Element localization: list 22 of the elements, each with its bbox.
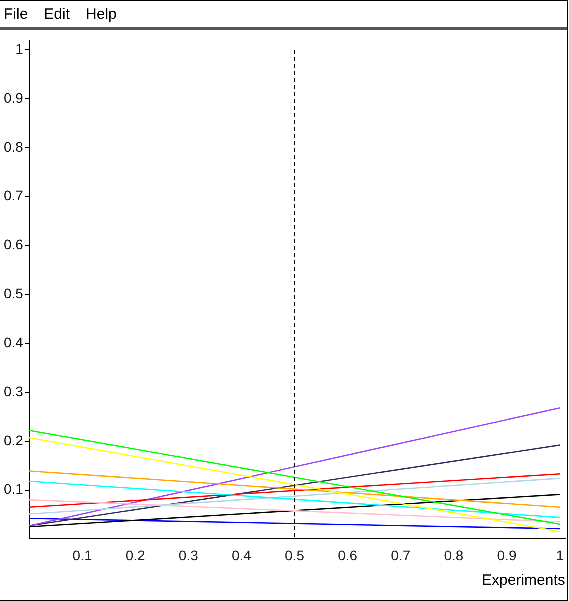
menu-bar: File Edit Help (0, 1, 567, 30)
y-tick-label: 0.9 (4, 90, 24, 106)
x-tick-label: 0.4 (232, 547, 252, 564)
x-tick-label: 0.9 (497, 547, 517, 564)
y-tick-label: 0.4 (4, 334, 24, 350)
x-tick-label: 0.2 (126, 547, 146, 564)
x-tick-label: 0.8 (444, 547, 464, 564)
y-tick-label: 0.3 (4, 383, 24, 400)
y-tick-label: 0.6 (4, 236, 24, 253)
x-tick-label: 0.1 (72, 547, 92, 564)
y-tick-label: 0.1 (4, 481, 24, 498)
y-tick-label: 0.5 (4, 286, 24, 302)
x-tick-label: 0.5 (285, 547, 305, 564)
x-tick-label: 0.3 (178, 547, 199, 564)
y-tick-label: 0.7 (4, 188, 24, 204)
x-tick-label: 0.6 (338, 547, 358, 564)
y-tick-label: 0.8 (4, 138, 24, 155)
y-tick-label: 1 (16, 41, 24, 58)
x-tick-label: 0.7 (391, 547, 411, 564)
x-axis-title: Experiments (482, 572, 566, 590)
x-tick-label: 1 (556, 547, 564, 564)
y-tick-label: 0.2 (4, 432, 24, 448)
